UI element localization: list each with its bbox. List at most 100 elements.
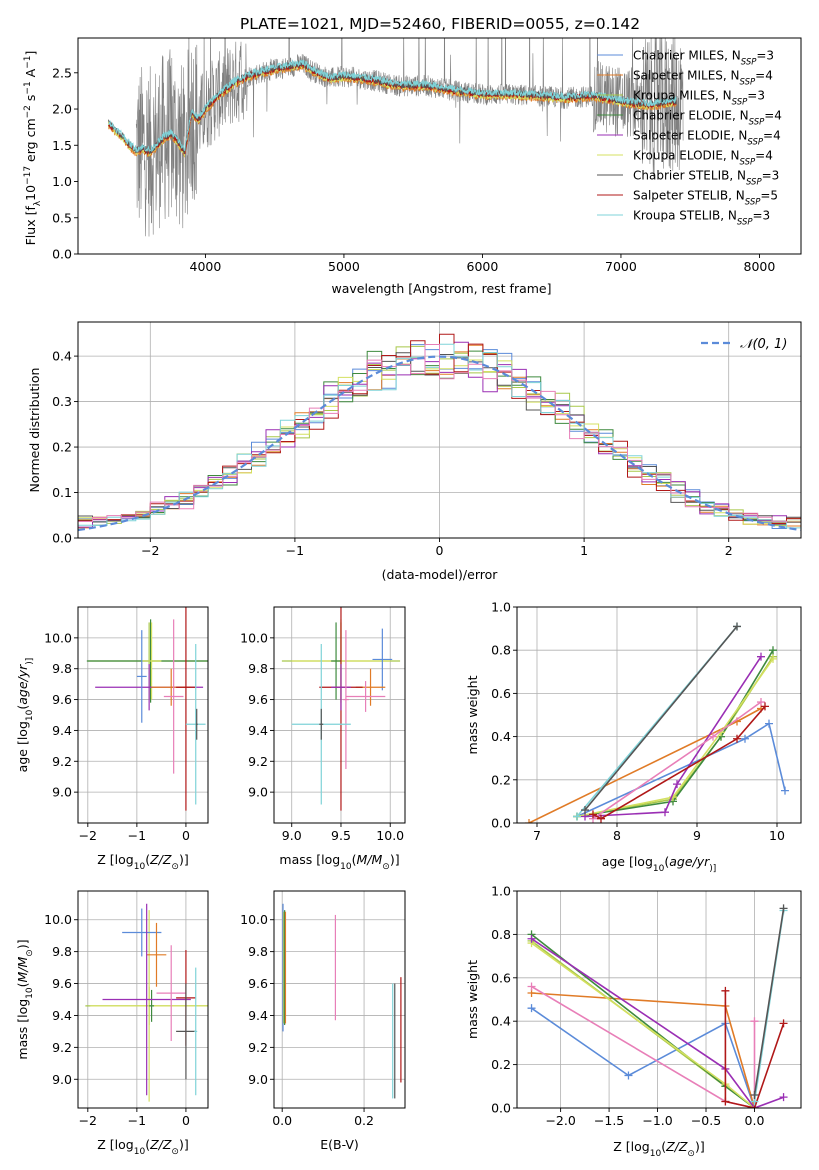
series-marker bbox=[781, 786, 789, 795]
mass-vs-metallicity-panel: −2 −1 0 9.0 9.2 9.4 9.6 9.8 10.0 Z [log10(Z/Z⊙)] m… bbox=[15, 890, 209, 1157]
y-tick-label: 0.4 bbox=[52, 349, 72, 364]
x-tick-label: 10 bbox=[769, 828, 785, 843]
legend-label: Chabrier ELODIE, NSSP=4 bbox=[633, 109, 782, 128]
series-line-chabrier_miles bbox=[531, 1007, 756, 1108]
gaussian-curve bbox=[78, 355, 801, 532]
x-tick-label: −1.5 bbox=[594, 1113, 624, 1128]
y-tick-label: 10.0 bbox=[44, 912, 72, 927]
y-tick-label: 9.6 bbox=[248, 976, 268, 991]
series-marker bbox=[761, 702, 769, 711]
axes-frame bbox=[273, 890, 406, 1109]
x-tick-label: 8000 bbox=[744, 259, 776, 274]
series-line-salpeter_stelib bbox=[592, 705, 766, 820]
y-tick-label: 0.1 bbox=[52, 485, 72, 500]
x-tick-label: 9.5 bbox=[331, 828, 351, 843]
axes-frame bbox=[77, 37, 802, 255]
x-tick-label: 0.2 bbox=[354, 1113, 374, 1128]
series-line-salpeter_elodie bbox=[531, 938, 784, 1108]
series-line-chabrier_stelib bbox=[753, 908, 785, 1096]
series-marker bbox=[573, 812, 581, 821]
x-tick-label: −1 bbox=[286, 543, 304, 558]
x-tick-label: 7 bbox=[533, 828, 541, 843]
x-tick-label: 0 bbox=[182, 828, 190, 843]
y-tick-label: 0.5 bbox=[52, 210, 72, 225]
mass-weight-vs-age-panel: 7 8 9 10 0.0 0.2 0.4 0.6 0.8 1.0 age [log10(age/yr… bbox=[465, 600, 802, 874]
series-line-chabrier_stelib bbox=[584, 625, 738, 811]
y-tick-label: 9.2 bbox=[248, 1040, 268, 1055]
model-spectrum-kroupa_elodie bbox=[108, 62, 677, 157]
axes-frame bbox=[77, 606, 209, 824]
y-tick-label: 9.0 bbox=[52, 785, 72, 800]
x-tick-label: −1.0 bbox=[642, 1113, 672, 1128]
series-group bbox=[527, 904, 788, 1108]
y-tick-label: 9.6 bbox=[52, 976, 72, 991]
legend-label: Kroupa MILES, NSSP=3 bbox=[633, 89, 765, 108]
series-marker bbox=[589, 810, 597, 819]
mass-weight-vs-metallicity-panel: −2.0 −1.5 −1.0 −0.5 0.0 0.0 0.2 0.4 0.6 0.8 1.0 Z [… bbox=[465, 884, 802, 1159]
axes-frame bbox=[516, 890, 802, 1109]
age-vs-mass-panel: 9.0 9.5 10.0 9.0 9.2 9.4 9.6 9.8 10.0 mass [log10… bbox=[240, 606, 406, 872]
x-tick-label: 6000 bbox=[467, 259, 499, 274]
x-axis-label: E(B-V) bbox=[320, 1137, 359, 1152]
series-marker bbox=[721, 1097, 730, 1106]
mass-vs-ebv-panel: 0.0 0.2 9.0 9.2 9.4 9.6 9.8 10.0 E(B-V) bbox=[240, 890, 406, 1152]
y-axis-label: age [log10(age/yr)] bbox=[15, 658, 35, 773]
legend-label: Chabrier MILES, NSSP=3 bbox=[633, 49, 774, 68]
spectrum-data-group bbox=[108, 38, 684, 237]
legend-label: Kroupa STELIB, NSSP=3 bbox=[633, 209, 770, 228]
x-axis-label: mass [log10(M/M⊙)] bbox=[279, 852, 399, 872]
x-tick-label: 2 bbox=[725, 543, 733, 558]
y-tick-label: 1.0 bbox=[52, 174, 72, 189]
legend-label: Salpeter STELIB, NSSP=5 bbox=[633, 189, 778, 208]
series-marker bbox=[750, 1017, 759, 1026]
residual-histogram-panel: −2 −1 0 1 2 0.0 0.1 0.2 0.3 0.4 (data-model)/error… bbox=[27, 321, 802, 582]
y-tick-label: 9.4 bbox=[52, 723, 72, 738]
legend-label: Chabrier STELIB, NSSP=3 bbox=[633, 169, 779, 188]
series-marker bbox=[624, 1071, 633, 1080]
series-marker bbox=[673, 780, 681, 789]
x-tick-label: 8 bbox=[613, 828, 621, 843]
y-tick-label: 9.4 bbox=[248, 723, 268, 738]
y-tick-label: 0.2 bbox=[491, 772, 511, 787]
y-tick-label: 9.0 bbox=[52, 1072, 72, 1087]
x-tick-label: −2 bbox=[141, 543, 159, 558]
series-marker bbox=[779, 904, 788, 913]
x-tick-label: 0 bbox=[182, 1113, 190, 1128]
x-tick-label: 0 bbox=[436, 543, 444, 558]
y-tick-label: 9.4 bbox=[52, 1008, 72, 1023]
y-tick-label: 0.0 bbox=[491, 1101, 511, 1116]
y-tick-label: 0.2 bbox=[491, 1057, 511, 1072]
y-tick-label: 1.5 bbox=[52, 138, 72, 153]
y-tick-label: 9.4 bbox=[248, 1008, 268, 1023]
x-tick-label: 9.0 bbox=[282, 828, 302, 843]
x-tick-label: 9 bbox=[693, 828, 701, 843]
y-tick-label: 9.2 bbox=[52, 1040, 72, 1055]
y-tick-label: 9.8 bbox=[248, 944, 268, 959]
y-tick-label: 9.2 bbox=[52, 754, 72, 769]
errorbar-group bbox=[86, 607, 208, 811]
y-tick-label: 10.0 bbox=[44, 630, 72, 645]
axes-frame bbox=[516, 606, 802, 824]
series-line-chabrier_miles bbox=[576, 722, 786, 818]
y-tick-label: 9.2 bbox=[248, 754, 268, 769]
y-tick-label: 9.0 bbox=[248, 785, 268, 800]
series-group bbox=[525, 622, 789, 823]
x-tick-label: 0.0 bbox=[272, 1113, 292, 1128]
x-tick-label: 7000 bbox=[605, 259, 637, 274]
series-marker bbox=[779, 1093, 788, 1102]
series-line-salpeter_elodie bbox=[584, 656, 762, 818]
spectrum-panel: 4000 5000 6000 7000 8000 0.0 0.5 1.0 1.5 2.0 2.5 wa… bbox=[23, 37, 802, 296]
y-tick-label: 10.0 bbox=[240, 630, 268, 645]
y-axis-label: mass weight bbox=[465, 960, 480, 1039]
y-axis-label: Normed distribution bbox=[27, 368, 42, 493]
y-tick-label: 9.8 bbox=[52, 944, 72, 959]
y-tick-label: 2.5 bbox=[52, 65, 72, 80]
y-tick-label: 0.3 bbox=[52, 394, 72, 409]
y-tick-label: 9.8 bbox=[248, 661, 268, 676]
series-marker bbox=[597, 814, 605, 823]
series-marker bbox=[765, 719, 773, 728]
model-spectrum-kroupa_stelib bbox=[108, 59, 677, 154]
y-tick-label: 9.8 bbox=[52, 661, 72, 676]
series-marker bbox=[709, 732, 717, 741]
x-axis-label: wavelength [Angstrom, rest frame] bbox=[331, 281, 551, 296]
